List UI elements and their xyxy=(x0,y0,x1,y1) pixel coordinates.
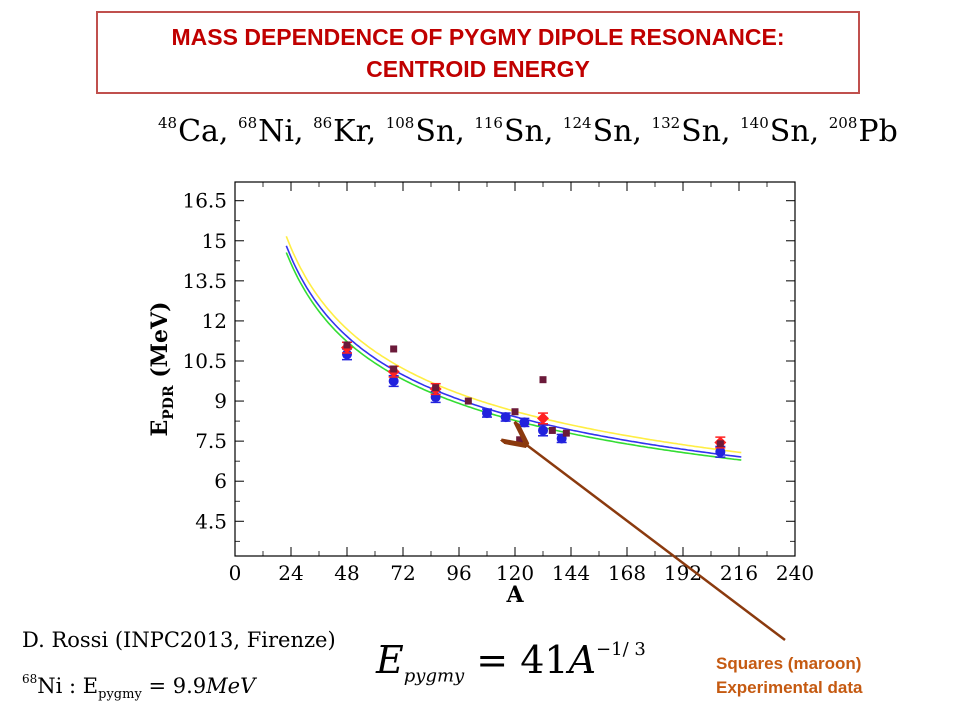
title-line-1: MASS DEPENDENCE OF PYGMY DIPOLE RESONANC… xyxy=(171,24,785,50)
nucleus: 48Ca, xyxy=(158,114,228,149)
fit-curve xyxy=(285,245,742,458)
fit-curve xyxy=(285,252,742,461)
y-axis-label-main: E xyxy=(147,420,173,437)
nucleus: 116Sn, xyxy=(474,114,553,149)
nucleus-symbol: Kr, xyxy=(333,114,377,149)
pdr-energy-chart: 0 24 48 72 96 120 144 168 192 216 2404.567.5910.51… xyxy=(147,181,814,641)
y-tick-label: 15 xyxy=(202,229,227,253)
y-axis-label-unit: (MeV) xyxy=(147,302,173,386)
data-point-circle xyxy=(519,417,530,428)
nucleus-symbol: Sn, xyxy=(681,114,731,149)
x-tick-label: 48 xyxy=(334,561,359,585)
data-point-circle xyxy=(388,376,399,387)
x-tick-label: 120 xyxy=(496,561,534,585)
ni-subscript: pygmy xyxy=(98,687,142,703)
x-tick-label: 144 xyxy=(552,561,590,585)
nucleus: 108Sn, xyxy=(386,114,465,149)
data-point-square xyxy=(539,376,547,384)
data-point-square xyxy=(390,365,398,373)
x-tick-label: 216 xyxy=(720,561,758,585)
reference-text: D. Rossi (INPC2013, Firenze) xyxy=(22,628,336,652)
experimental-note: Squares (maroon) Experimental data xyxy=(716,652,862,700)
nucleus-mass: 48 xyxy=(158,114,178,132)
nucleus-symbol: Pb xyxy=(858,114,898,149)
y-tick-label: 10.5 xyxy=(182,349,227,373)
nucleus-mass: 86 xyxy=(313,114,333,132)
pygmy-formula: Epygmy = 41A−1/ 3 xyxy=(376,638,646,687)
y-tick-label: 7.5 xyxy=(195,429,227,453)
title-box: MASS DEPENDENCE OF PYGMY DIPOLE RESONANC… xyxy=(96,11,860,94)
y-tick-label: 12 xyxy=(202,309,227,333)
x-tick-label: 72 xyxy=(390,561,415,585)
y-tick-label: 13.5 xyxy=(182,269,227,293)
data-point-square xyxy=(516,436,524,444)
data-point-circle xyxy=(538,425,548,436)
y-tick-label: 4.5 xyxy=(195,509,227,533)
data-point-square xyxy=(562,429,570,437)
nuclei-list: 48Ca, 68Ni, 86Kr, 108Sn, 116Sn, 124Sn, 1… xyxy=(158,114,898,164)
ni68-result: 68Ni : Epygmy = 9.9MeV xyxy=(22,672,255,702)
nucleus: 68Ni, xyxy=(238,114,303,149)
x-axis-label: A xyxy=(505,582,524,608)
nucleus-symbol: Sn, xyxy=(415,114,465,149)
data-point-square xyxy=(511,408,519,416)
nucleus-symbol: Ni, xyxy=(258,114,304,149)
ni-symbol: Ni : E xyxy=(37,674,99,698)
nucleus: 132Sn, xyxy=(652,114,731,149)
data-point-circle xyxy=(500,412,511,423)
nucleus-symbol: Sn, xyxy=(592,114,642,149)
y-tick-label: 9 xyxy=(214,389,227,413)
x-tick-label: 168 xyxy=(608,561,646,585)
nucleus: 86Kr, xyxy=(313,114,376,149)
formula-sub: pygmy xyxy=(403,665,465,687)
nucleus-mass: 124 xyxy=(562,114,592,132)
title-line-2: CENTROID ENERGY xyxy=(366,56,590,82)
data-point-square xyxy=(343,341,351,349)
nucleus-mass: 132 xyxy=(651,114,681,132)
x-tick-label: 24 xyxy=(278,561,303,585)
nucleus-mass: 68 xyxy=(238,114,258,132)
ni-value: = 9.9 xyxy=(148,674,207,698)
data-point-diamond xyxy=(537,412,549,425)
data-point-circle xyxy=(342,349,352,360)
nucleus: 208Pb xyxy=(829,114,898,149)
nucleus-mass: 208 xyxy=(828,114,858,132)
formula-eq: = 41 xyxy=(476,638,569,682)
note-line-1: Squares (maroon) xyxy=(716,654,862,673)
data-point-square xyxy=(464,397,472,405)
y-axis-label-sub: PDR xyxy=(161,385,177,420)
data-point-circle xyxy=(482,408,492,419)
x-tick-label: 96 xyxy=(446,561,471,585)
data-point-square xyxy=(432,384,440,392)
nucleus-symbol: Sn, xyxy=(769,114,820,149)
nucleus: 140Sn, xyxy=(740,114,819,149)
y-axis-label: EPDR (MeV) xyxy=(147,302,177,437)
data-point-circle xyxy=(715,446,726,457)
ni-unit: MeV xyxy=(206,674,256,698)
x-tick-label: 240 xyxy=(776,561,814,585)
note-line-2: Experimental data xyxy=(716,678,863,697)
nucleus-symbol: Sn, xyxy=(503,114,554,149)
nucleus-mass: 116 xyxy=(474,114,503,132)
formula-a: A xyxy=(568,638,597,682)
nucleus: 124Sn, xyxy=(563,114,642,149)
y-tick-label: 16.5 xyxy=(182,189,227,213)
formula-e: E xyxy=(376,638,404,682)
plot-frame xyxy=(234,181,796,557)
annotation-arrow xyxy=(524,443,786,641)
nucleus-symbol: Ca, xyxy=(178,114,229,149)
data-point-square xyxy=(716,440,724,448)
data-point-square xyxy=(390,345,398,353)
x-tick-label: 0 xyxy=(229,561,242,585)
formula-exponent: −1/ 3 xyxy=(596,639,646,660)
data-point-square xyxy=(548,426,556,434)
nucleus-mass: 108 xyxy=(385,114,415,132)
nucleus-mass: 140 xyxy=(740,114,769,132)
ni-mass: 68 xyxy=(22,672,38,686)
y-tick-label: 6 xyxy=(214,469,227,493)
